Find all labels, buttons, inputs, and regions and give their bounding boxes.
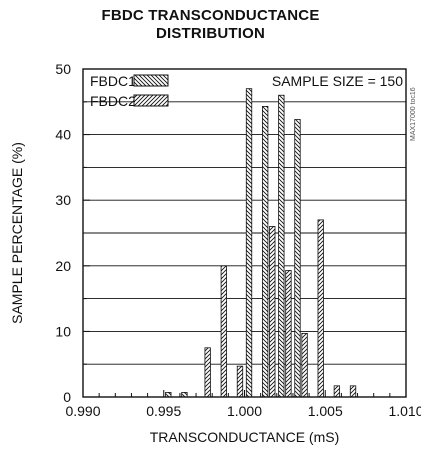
gridlines xyxy=(83,101,406,365)
x-tick-label: 1.010 xyxy=(388,403,421,419)
x-tick-label: 1.000 xyxy=(227,403,262,419)
legend-label-fbdc2: FBDC2 xyxy=(90,93,136,109)
bar-fbdc2 xyxy=(333,385,341,398)
bar-fbdc2 xyxy=(269,226,276,398)
bar-fbdc2 xyxy=(301,332,308,398)
bar-fbdc2 xyxy=(285,269,292,398)
legend-swatch-fbdc1 xyxy=(133,74,169,87)
chart-title-line1: FBDC TRANSCONDUCTANCE xyxy=(101,7,320,24)
bar-fbdc1 xyxy=(245,88,253,398)
x-tick-label: 1.005 xyxy=(308,403,343,419)
bar-fbdc2 xyxy=(236,365,244,398)
tick-marks xyxy=(82,68,407,398)
y-tick-label: 50 xyxy=(55,61,71,77)
y-tick-label: 20 xyxy=(55,258,71,274)
y-tick-label: 10 xyxy=(55,323,71,339)
legend-swatch-fbdc2 xyxy=(133,94,169,107)
bar-fbdc2 xyxy=(349,385,357,398)
y-tick-label: 40 xyxy=(55,127,71,143)
legend-label-fbdc1: FBDC1 xyxy=(90,73,136,89)
bar-fbdc1 xyxy=(278,94,285,398)
x-tick-label: 0.995 xyxy=(146,403,181,419)
watermark-text: MAX17000 toc16 xyxy=(410,87,417,141)
bar-fbdc1 xyxy=(294,119,301,398)
bar-fbdc2 xyxy=(204,347,211,398)
bar-fbdc2 xyxy=(220,265,227,398)
bar-fbdc2 xyxy=(317,219,324,398)
tick-labels: 0.990 0.995 1.000 1.005 1.010 0 10 20 30 40 50 xyxy=(55,61,421,419)
sample-size-annotation: SAMPLE SIZE = 150 xyxy=(272,73,403,89)
y-tick-label: 0 xyxy=(63,389,71,405)
bar-fbdc1 xyxy=(262,105,269,398)
x-axis-label: TRANSCONDUCTANCE (mS) xyxy=(150,429,340,445)
x-tick-label: 0.990 xyxy=(65,403,100,419)
y-axis-label: SAMPLE PERCENTAGE (%) xyxy=(9,142,25,324)
chart-title-line2: DISTRIBUTION xyxy=(155,25,266,42)
y-tick-label: 30 xyxy=(55,192,71,208)
